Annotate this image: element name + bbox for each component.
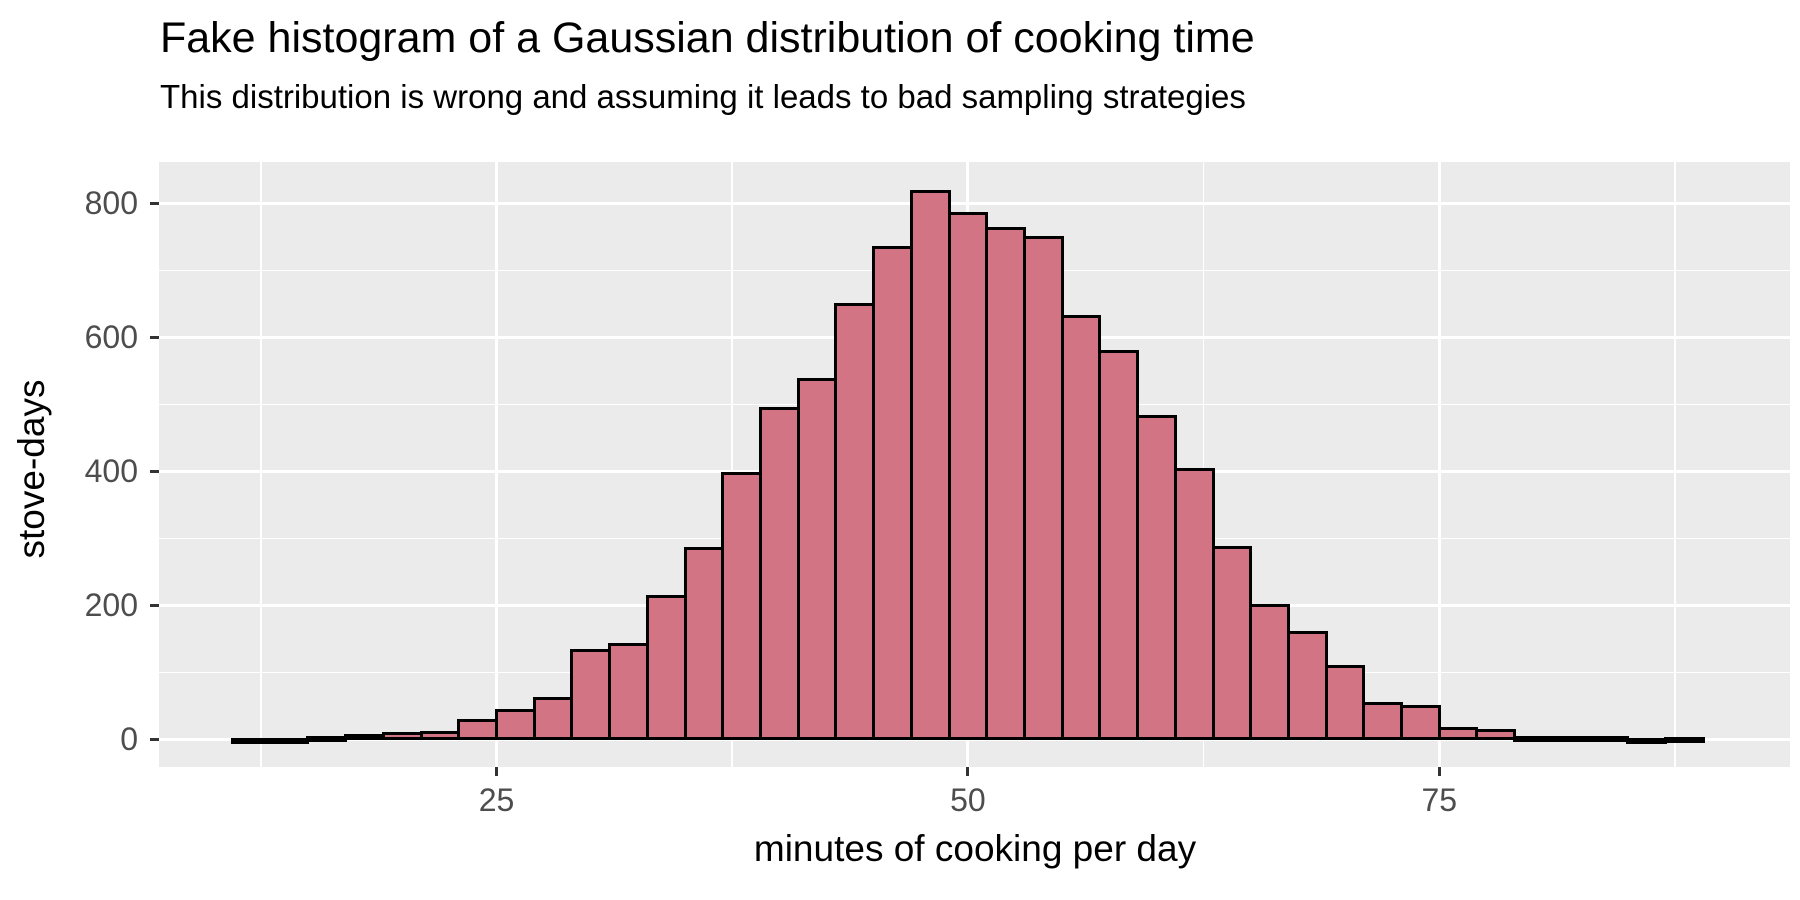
chart-subtitle: This distribution is wrong and assuming … (160, 78, 1246, 115)
grid-major-vertical-line (495, 162, 498, 767)
histogram-bar (268, 738, 310, 745)
histogram-bar (231, 738, 272, 745)
x-tick-label: 75 (1421, 782, 1458, 818)
histogram-bar (1437, 726, 1479, 740)
histogram-bar (419, 731, 461, 740)
histogram-bar (1664, 736, 1705, 743)
y-axis-title: stove-days (11, 379, 52, 559)
x-tick-mark (1437, 767, 1441, 776)
histogram-bar (1022, 236, 1064, 740)
histogram-bar (457, 719, 498, 740)
histogram-bar (1513, 736, 1554, 743)
grid-minor-vertical-line (731, 162, 733, 767)
histogram-bar (1475, 728, 1517, 740)
histogram-bar (872, 245, 913, 740)
plot-panel (159, 162, 1790, 767)
y-tick-label: 600 (84, 318, 138, 355)
histogram-bar (1098, 350, 1140, 740)
histogram-bar (796, 377, 838, 740)
x-axis-title: minutes of cooking per day (753, 828, 1197, 869)
histogram-bar (344, 734, 385, 741)
histogram-bar (1136, 415, 1177, 740)
x-tick-mark (495, 767, 498, 776)
y-tick-label: 200 (84, 586, 138, 623)
histogram-bar (1550, 735, 1592, 742)
x-tick-mark (966, 767, 970, 776)
histogram-bar (909, 190, 951, 740)
histogram-bar (1060, 314, 1102, 740)
histogram-bar (645, 595, 687, 740)
histogram-bar (834, 302, 876, 740)
histogram-bar (1362, 702, 1404, 740)
grid-minor-vertical-line (1674, 162, 1676, 767)
y-tick-mark (150, 202, 159, 206)
x-tick-label: 50 (950, 782, 986, 818)
histogram-bar (683, 547, 725, 740)
y-tick-label: 400 (84, 452, 138, 489)
y-tick-label: 0 (120, 720, 138, 757)
grid-major-vertical-line (1437, 162, 1441, 767)
histogram-bar (1249, 604, 1290, 740)
histogram-bar (1286, 630, 1328, 740)
histogram-bar (570, 649, 612, 740)
histogram-bar (1211, 545, 1253, 740)
grid-major-horizontal-line (159, 738, 1790, 742)
grid-major-horizontal-line (159, 202, 1790, 206)
histogram-bar (947, 211, 989, 740)
grid-minor-vertical-line (1202, 162, 1205, 767)
histogram-bar (608, 643, 649, 740)
x-tick-label: 25 (478, 782, 515, 818)
histogram-bar (1324, 665, 1366, 740)
histogram-bar (1173, 468, 1215, 740)
histogram-bar (495, 708, 536, 740)
histogram-bar (721, 471, 762, 740)
chart-title: Fake histogram of a Gaussian distributio… (160, 14, 1255, 62)
histogram-bar (1626, 738, 1668, 745)
histogram-bar (1400, 705, 1441, 740)
y-tick-mark (150, 604, 159, 608)
histogram-bar (532, 696, 574, 740)
y-tick-mark (150, 738, 159, 742)
histogram-bar (1588, 736, 1630, 743)
y-tick-mark (150, 336, 159, 340)
y-tick-mark (150, 470, 159, 474)
grid-minor-vertical-line (260, 162, 262, 767)
histogram-bar (985, 226, 1026, 740)
histogram-bar (758, 406, 800, 740)
histogram-bar (381, 732, 423, 740)
histogram-bar (306, 735, 348, 742)
y-tick-label: 800 (84, 184, 138, 221)
